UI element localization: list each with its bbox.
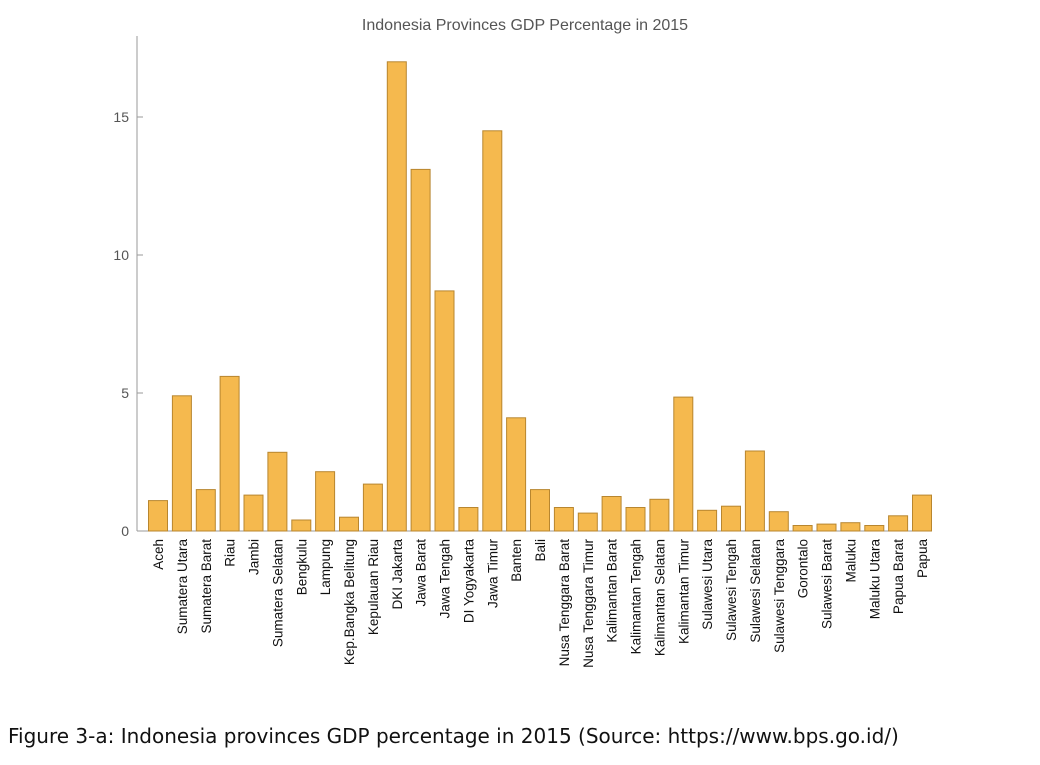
x-category-label: Maluku [843,539,858,583]
x-category-label: Sulawesi Barat [820,539,835,629]
y-tick-label: 5 [121,385,129,401]
bar [362,483,383,532]
bar [267,451,288,532]
bar [888,515,909,532]
y-axis-ticks: 0 5 10 15 [113,109,143,539]
x-category-label: DI Yogyakarta [461,539,476,624]
bar [721,505,741,532]
chart-axes [136,36,918,532]
x-category-label: Sumatera Barat [199,539,214,634]
x-category-label: Nusa Tenggara Barat [557,539,572,667]
bar [530,489,550,532]
y-tick-label: 15 [113,109,129,125]
bar [482,130,503,532]
bar [171,395,192,532]
x-category-label: Lampung [318,539,333,595]
bar [243,494,264,532]
bar [625,507,646,532]
chart-title: Indonesia Provinces GDP Percentage in 20… [362,17,688,34]
x-axis-labels: Aceh Sumatera Utara Sumatera Barat Riau Jamb… [151,539,930,668]
bar [744,450,765,532]
bar [697,509,718,532]
x-category-label: Jawa Barat [414,539,429,607]
bar [219,375,240,532]
bar [601,496,622,532]
x-category-label: Kalimantan Selatan [652,539,667,656]
y-tick-label: 10 [113,247,129,263]
x-category-label: Bali [533,539,548,562]
bar [315,471,336,532]
x-category-label: Jawa Tengah [438,539,453,618]
x-category-label: Riau [223,539,238,567]
bar [816,523,837,532]
bar [291,519,312,532]
x-category-label: Sumatera Selatan [270,539,285,647]
x-category-label: Jambi [247,539,262,575]
x-category-label: Maluku Utara [867,539,882,620]
x-category-label: Papua [915,539,930,579]
bar [434,290,455,532]
chart-bars [148,61,932,532]
bar [506,417,527,532]
x-category-label: Sulawesi Utara [700,539,715,630]
x-category-label: Aceh [151,539,166,570]
bar [410,168,431,532]
x-category-label: Banten [509,539,524,582]
x-category-label: Jawa Timur [485,539,500,609]
x-category-label: DKI Jakarta [390,539,405,610]
x-category-label: Kep.Bangka Belitung [342,539,357,665]
bar [792,525,813,532]
x-category-label: Kalimantan Barat [605,539,620,643]
bar [649,498,670,532]
x-category-label: Kalimantan Tengah [629,539,644,654]
x-category-label: Sulawesi Selatan [748,539,763,643]
bar [148,500,168,532]
bar [577,512,598,532]
x-category-label: Nusa Tenggara Timur [581,539,596,668]
x-category-label: Sulawesi Tenggara [772,539,787,653]
bar [768,511,789,532]
bar [386,61,407,532]
y-tick-label: 0 [121,523,129,539]
bar [553,507,574,532]
x-category-label: Papua Barat [891,539,906,614]
bar [912,494,932,532]
x-category-label: Sulawesi Tengah [724,539,739,641]
x-category-label: Kepulauan Riau [366,539,381,635]
x-category-label: Bengkulu [294,539,309,595]
x-category-label: Gorontalo [796,539,811,598]
bar [195,489,216,532]
bar [864,525,885,532]
x-category-label: Kalimantan Timur [676,539,691,645]
bar [458,507,479,532]
bar-chart: Indonesia Provinces GDP Percentage in 20… [113,17,932,668]
bar [339,516,359,532]
figure-caption: Figure 3-a: Indonesia provinces GDP perc… [8,724,899,748]
bar [673,396,694,532]
bar [840,522,861,532]
x-category-label: Sumatera Utara [175,539,190,635]
